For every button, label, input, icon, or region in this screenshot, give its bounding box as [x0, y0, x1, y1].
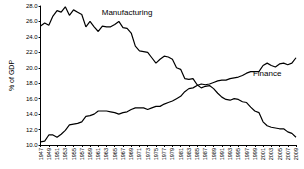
svg-text:1949: 1949 — [46, 148, 52, 160]
svg-text:1987: 1987 — [202, 148, 208, 160]
svg-text:22.0: 22.0 — [26, 49, 38, 55]
svg-text:14.0: 14.0 — [26, 111, 38, 117]
svg-text:1999: 1999 — [252, 148, 258, 160]
svg-text:1989: 1989 — [211, 148, 217, 160]
svg-text:1975: 1975 — [153, 148, 159, 160]
svg-text:1979: 1979 — [169, 148, 175, 160]
svg-text:24.0: 24.0 — [26, 34, 38, 40]
svg-text:26.0: 26.0 — [26, 18, 38, 24]
svg-text:2007: 2007 — [285, 148, 291, 160]
svg-text:2009: 2009 — [293, 148, 299, 160]
svg-text:1993: 1993 — [227, 148, 233, 160]
svg-text:1995: 1995 — [235, 148, 241, 160]
svg-text:1997: 1997 — [244, 148, 250, 160]
svg-text:1981: 1981 — [178, 148, 184, 160]
svg-text:1957: 1957 — [79, 148, 85, 160]
svg-text:1977: 1977 — [161, 148, 167, 160]
svg-text:1971: 1971 — [136, 148, 142, 160]
svg-text:2003: 2003 — [268, 148, 274, 160]
svg-text:1973: 1973 — [145, 148, 151, 160]
svg-text:Manufacturing: Manufacturing — [102, 8, 153, 17]
svg-text:1983: 1983 — [186, 148, 192, 160]
svg-text:1967: 1967 — [120, 148, 126, 160]
svg-text:1985: 1985 — [194, 148, 200, 160]
svg-text:28.0: 28.0 — [26, 3, 38, 9]
svg-text:1991: 1991 — [219, 148, 225, 160]
svg-text:12.0: 12.0 — [26, 127, 38, 133]
svg-text:16.0: 16.0 — [26, 96, 38, 102]
svg-text:1951: 1951 — [54, 148, 60, 160]
svg-text:2001: 2001 — [260, 148, 266, 160]
svg-text:2005: 2005 — [277, 148, 283, 160]
svg-text:1955: 1955 — [71, 148, 77, 160]
svg-text:1963: 1963 — [103, 148, 109, 160]
svg-text:20.0: 20.0 — [26, 65, 38, 71]
svg-text:Finance: Finance — [253, 69, 282, 78]
svg-text:1969: 1969 — [128, 148, 134, 160]
svg-text:1961: 1961 — [95, 148, 101, 160]
svg-text:1959: 1959 — [87, 148, 93, 160]
svg-text:% of GDP: % of GDP — [8, 60, 15, 91]
svg-text:1965: 1965 — [112, 148, 118, 160]
svg-text:10.0: 10.0 — [26, 142, 38, 148]
svg-text:1953: 1953 — [62, 148, 68, 160]
svg-text:18.0: 18.0 — [26, 80, 38, 86]
svg-text:1947: 1947 — [38, 148, 44, 160]
